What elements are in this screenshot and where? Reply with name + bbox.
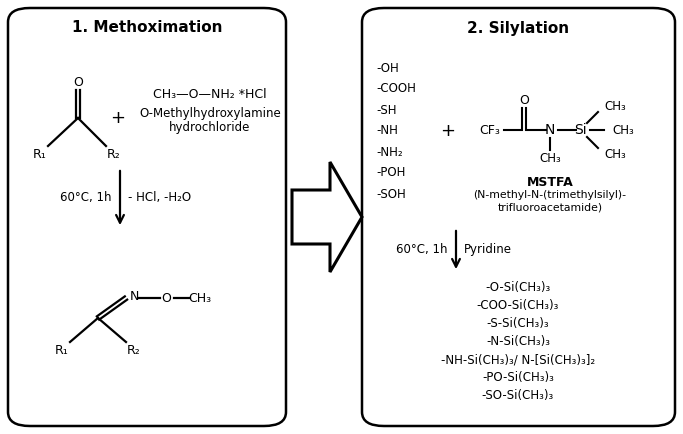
FancyBboxPatch shape: [8, 8, 286, 426]
Text: CH₃: CH₃: [189, 292, 212, 305]
Text: CH₃—O—NH₂ *HCl: CH₃—O—NH₂ *HCl: [153, 89, 267, 102]
Text: -OH: -OH: [376, 62, 399, 75]
Text: -NH-Si(CH₃)₃/ N-[Si(CH₃)₃]₂: -NH-Si(CH₃)₃/ N-[Si(CH₃)₃]₂: [441, 354, 595, 366]
Text: trifluoroacetamide): trifluoroacetamide): [497, 203, 602, 213]
Text: 1. Methoximation: 1. Methoximation: [72, 20, 222, 36]
Text: O: O: [161, 292, 171, 305]
Text: R₂: R₂: [107, 148, 121, 161]
Text: -N-Si(CH₃)₃: -N-Si(CH₃)₃: [486, 335, 550, 349]
Text: 2. Silylation: 2. Silylation: [467, 20, 569, 36]
Text: Si: Si: [574, 123, 586, 137]
Text: -POH: -POH: [376, 167, 406, 180]
FancyBboxPatch shape: [362, 8, 675, 426]
Text: -SH: -SH: [376, 103, 397, 116]
Text: N: N: [545, 123, 555, 137]
Text: hydrochloride: hydrochloride: [169, 122, 251, 135]
Text: R₂: R₂: [127, 343, 141, 356]
Text: -S-Si(CH₃)₃: -S-Si(CH₃)₃: [487, 318, 549, 331]
Text: N: N: [130, 289, 139, 302]
Text: +: +: [441, 122, 456, 140]
Text: -NH₂: -NH₂: [376, 145, 402, 158]
Text: O: O: [73, 76, 83, 89]
Text: Pyridine: Pyridine: [464, 243, 512, 256]
Text: O-Methylhydroxylamine: O-Methylhydroxylamine: [139, 106, 281, 119]
Text: -COOH: -COOH: [376, 82, 416, 95]
Text: -PO-Si(CH₃)₃: -PO-Si(CH₃)₃: [482, 372, 554, 385]
Text: -O-Si(CH₃)₃: -O-Si(CH₃)₃: [486, 282, 550, 295]
Text: +: +: [111, 109, 126, 127]
Text: R₁: R₁: [55, 343, 69, 356]
Text: R₁: R₁: [33, 148, 47, 161]
Text: 60°C, 1h: 60°C, 1h: [61, 191, 112, 204]
Text: -SOH: -SOH: [376, 187, 406, 201]
Text: 60°C, 1h: 60°C, 1h: [397, 243, 448, 256]
Text: (N-methyl-N-(trimethylsilyl)-: (N-methyl-N-(trimethylsilyl)-: [473, 190, 626, 200]
Text: MSTFA: MSTFA: [527, 175, 573, 188]
Text: CH₃: CH₃: [604, 99, 626, 112]
Text: O: O: [519, 93, 529, 106]
Text: - HCl, -H₂O: - HCl, -H₂O: [128, 191, 191, 204]
Polygon shape: [292, 162, 362, 272]
Text: CF₃: CF₃: [479, 124, 501, 137]
Text: CH₃: CH₃: [612, 124, 634, 137]
Text: CH₃: CH₃: [604, 148, 626, 161]
Text: -COO-Si(CH₃)₃: -COO-Si(CH₃)₃: [477, 299, 559, 312]
Text: -SO-Si(CH₃)₃: -SO-Si(CH₃)₃: [482, 389, 554, 402]
Text: -NH: -NH: [376, 125, 398, 138]
Text: CH₃: CH₃: [539, 151, 561, 164]
